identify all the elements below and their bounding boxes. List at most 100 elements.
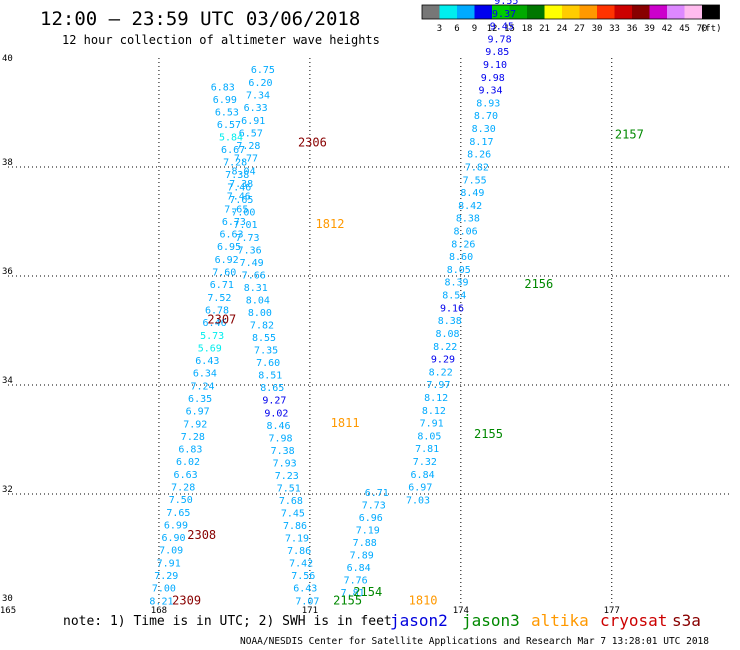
swh-value: 8.65 xyxy=(260,383,284,394)
swh-value: 7.51 xyxy=(277,483,301,494)
swh-value: 6.91 xyxy=(241,116,265,127)
x-tick-label: 177 xyxy=(604,606,620,616)
x-tick-label: 168 xyxy=(151,606,167,616)
swh-value: 7.09 xyxy=(159,546,183,557)
swh-value: 8.51 xyxy=(258,371,282,382)
swh-value: 8.31 xyxy=(244,283,268,294)
swh-value: 8.00 xyxy=(248,308,272,319)
swh-value: 8.04 xyxy=(232,166,256,177)
swh-value: 9.02 xyxy=(264,408,288,419)
swh-value: 8.05 xyxy=(447,265,471,276)
swh-value: 7.32 xyxy=(413,457,437,468)
color-scale-label: 45 xyxy=(679,24,690,34)
swh-value: 5.73 xyxy=(200,331,224,342)
color-scale-label: 21 xyxy=(539,24,550,34)
grid-lines xyxy=(8,58,730,603)
swh-value: 6.84 xyxy=(411,470,435,481)
swh-value: 7.28 xyxy=(223,158,247,169)
swh-value: 6.75 xyxy=(251,65,275,76)
swh-value: 6.57 xyxy=(217,120,241,131)
swh-value: 7.55 xyxy=(463,175,487,186)
chart-subtitle: 12 hour collection of altimeter wave hei… xyxy=(62,33,380,47)
swh-value: 8.21 xyxy=(149,596,173,607)
swh-value: 7.60 xyxy=(212,268,236,279)
swh-value: 6.92 xyxy=(215,255,239,266)
color-scale-label: 30 xyxy=(592,24,603,34)
swh-value: 7.97 xyxy=(426,380,450,391)
swh-value: 7.65 xyxy=(229,195,253,206)
swh-value: 7.91 xyxy=(420,419,444,430)
legend-s3a: s3a xyxy=(672,611,701,630)
swh-value: 8.93 xyxy=(476,98,500,109)
x-tick-label: 174 xyxy=(453,606,469,616)
swh-value: 7.65 xyxy=(166,508,190,519)
y-tick-label: 32 xyxy=(2,485,13,495)
swh-value: 6.83 xyxy=(211,82,235,93)
swh-value: 8.04 xyxy=(246,295,270,306)
swh-value: 9.10 xyxy=(483,60,507,71)
swh-value: 5.69 xyxy=(198,343,222,354)
swh-value: 8.22 xyxy=(433,342,457,353)
swh-value: 8.70 xyxy=(474,111,498,122)
swh-value: 7.29 xyxy=(154,571,178,582)
swh-value: 7.91 xyxy=(157,558,181,569)
swh-value: 6.53 xyxy=(215,107,239,118)
color-bar-outline xyxy=(421,4,720,20)
swh-value: 6.99 xyxy=(164,520,188,531)
swh-value: 7.68 xyxy=(279,496,303,507)
swh-value: 8.06 xyxy=(454,226,478,237)
color-scale-label: 36 xyxy=(627,24,638,34)
pass-label: 2309 xyxy=(172,593,201,607)
swh-value: 9.85 xyxy=(485,47,509,58)
swh-value: 8.46 xyxy=(266,421,290,432)
swh-value: 7.28 xyxy=(171,482,195,493)
swh-value: 6.63 xyxy=(174,470,198,481)
swh-value: 6.57 xyxy=(239,128,263,139)
swh-value: 7.45 xyxy=(281,509,305,520)
swh-value: 6.95 xyxy=(217,242,241,253)
footer-text: NOAA/NESDIS Center for Satellite Applica… xyxy=(240,636,709,647)
swh-value: 5.84 xyxy=(219,132,243,143)
pass-labels: 2306 1812 2307 1811 2308 2155 2156 2157 xyxy=(187,127,644,607)
swh-value: 7.66 xyxy=(242,270,266,281)
legend-jason3: jason3 xyxy=(462,611,520,630)
swh-value: 7.35 xyxy=(254,346,278,357)
chart-title: 12:00 – 23:59 UTC 03/06/2018 xyxy=(40,8,360,30)
swh-value: 8.55 xyxy=(252,333,276,344)
y-tick-label: 36 xyxy=(2,267,13,277)
color-swatch xyxy=(457,5,475,19)
x-tick-label: 165 xyxy=(0,606,16,616)
swh-value: 7.00 xyxy=(152,584,176,595)
color-scale-label: 33 xyxy=(609,24,620,34)
pass-label: 2308 xyxy=(187,528,216,542)
y-tick-label: 38 xyxy=(2,158,13,168)
note-text: note: 1) Time is in UTC; 2) SWH is in fe… xyxy=(63,614,392,629)
legend-jason2: jason2 xyxy=(390,611,448,630)
swh-value: 9.16 xyxy=(440,303,464,314)
swh-value: 7.00 xyxy=(231,208,255,219)
swh-value: 8.26 xyxy=(451,239,475,250)
swh-value: 8.17 xyxy=(469,137,493,148)
swh-value: 8.39 xyxy=(444,278,468,289)
swh-value: 8.05 xyxy=(417,431,441,442)
pass-label: 2155 xyxy=(333,593,362,607)
swh-value: 6.20 xyxy=(248,78,272,89)
color-scale-label: 3 xyxy=(437,24,442,34)
pass-label: 2306 xyxy=(298,135,327,149)
swh-value: 7.49 xyxy=(240,258,264,269)
swh-value: 7.50 xyxy=(169,495,193,506)
swh-value: 7.19 xyxy=(285,534,309,545)
swh-value: 7.38 xyxy=(229,179,253,190)
swh-value: 9.29 xyxy=(431,355,455,366)
swh-value: 7.92 xyxy=(183,419,207,430)
swh-value: 7.34 xyxy=(246,91,270,102)
color-scale-label: 6 xyxy=(454,24,459,34)
swh-value: 8.12 xyxy=(424,393,448,404)
swh-value: 6.73 xyxy=(222,217,246,228)
swh-value: 7.38 xyxy=(225,170,249,181)
color-swatch xyxy=(684,5,702,19)
legend-cryosat: cryosat xyxy=(600,611,667,630)
color-scale-legend: 3 6 9 12 15 18 21 24 27 30 33 36 39 42 45 70(ft) xyxy=(421,4,722,34)
x-tick-label: 171 xyxy=(302,606,318,616)
